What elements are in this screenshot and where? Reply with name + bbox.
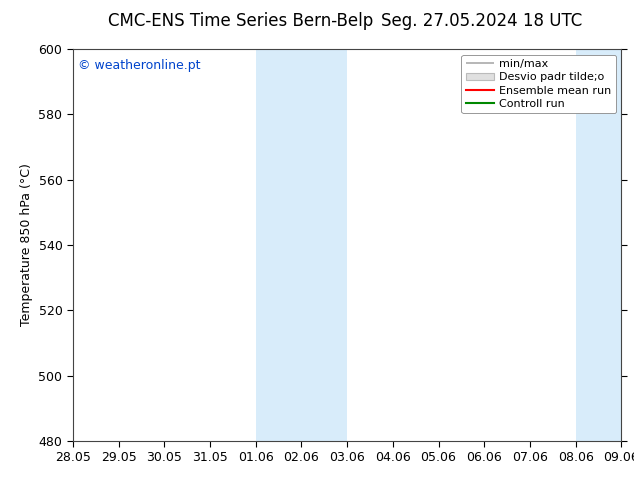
Text: Seg. 27.05.2024 18 UTC: Seg. 27.05.2024 18 UTC xyxy=(381,12,583,30)
Bar xyxy=(256,49,347,441)
Legend: min/max, Desvio padr tilde;o, Ensemble mean run, Controll run: min/max, Desvio padr tilde;o, Ensemble m… xyxy=(462,54,616,114)
Text: CMC-ENS Time Series Bern-Belp: CMC-ENS Time Series Bern-Belp xyxy=(108,12,373,30)
Text: © weatheronline.pt: © weatheronline.pt xyxy=(79,59,201,72)
Y-axis label: Temperature 850 hPa (°C): Temperature 850 hPa (°C) xyxy=(20,164,33,326)
Bar xyxy=(576,49,634,441)
